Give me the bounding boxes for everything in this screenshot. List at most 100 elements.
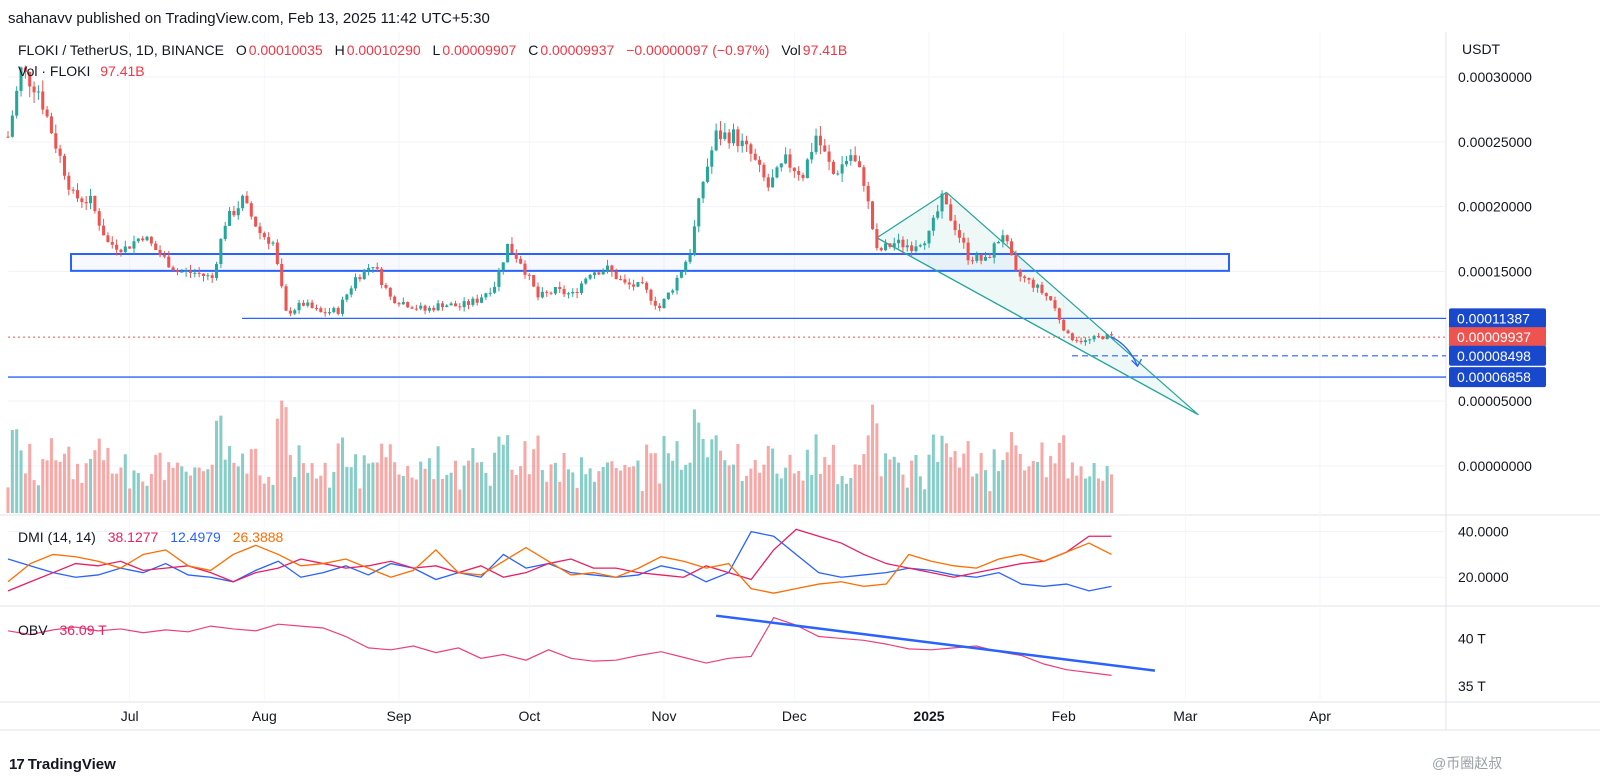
volume-bar (666, 453, 670, 513)
volume-bar (601, 467, 605, 513)
candle-body (401, 302, 405, 305)
volume-bar (918, 476, 922, 513)
volume-bar (171, 467, 175, 513)
volume-bar (579, 457, 583, 513)
volume-bar (897, 462, 901, 513)
volume-bar (193, 467, 197, 513)
candle-body (262, 233, 266, 238)
candle-body (632, 284, 636, 287)
candle-body (110, 242, 114, 245)
volume-bar (449, 472, 453, 513)
volume-bar (658, 483, 662, 513)
volume-bar (219, 415, 223, 513)
candle-body (1101, 336, 1105, 340)
candle-body (314, 308, 318, 310)
candle-body (6, 136, 10, 138)
volume-bar (884, 453, 888, 513)
candle-body (679, 271, 683, 278)
volume-bar (401, 475, 405, 513)
volume-bar (158, 452, 162, 513)
candle-body (840, 164, 844, 174)
volume-bar (844, 483, 848, 513)
candle-body (970, 260, 974, 262)
candle-body (323, 312, 327, 314)
candle-body (1031, 279, 1035, 288)
candle-body (810, 151, 814, 160)
volume-bar (940, 435, 944, 513)
volume-bar (128, 488, 132, 513)
candle-body (558, 287, 562, 290)
candle-body (1005, 235, 1009, 242)
volume-bar (58, 461, 62, 513)
candle-body (653, 300, 657, 306)
chart-canvas[interactable]: 0.00030000 0.00025000 0.00020000 0.00015000… (0, 0, 1600, 762)
volume-bar (684, 464, 688, 513)
volume-bar (566, 469, 570, 513)
volume-bar (427, 458, 431, 513)
price-tick-label: 0.00000000 (1458, 458, 1532, 474)
volume-bar (592, 481, 597, 513)
volume-bar (1083, 478, 1087, 513)
volume-bar (358, 488, 362, 513)
candle-body (671, 290, 675, 293)
volume-bar (154, 454, 158, 513)
candle-body (640, 282, 644, 284)
volume-bar (519, 466, 523, 513)
volume-bar (640, 491, 644, 513)
volume-bar (736, 443, 740, 513)
volume-bar (597, 471, 601, 513)
time-tick-label: Aug (252, 708, 277, 724)
candle-body (1092, 336, 1096, 340)
candle-body (584, 278, 588, 284)
candle-body (15, 90, 19, 116)
candle-body (562, 289, 566, 295)
vol-value: 97.41B (802, 42, 848, 58)
candle-body (627, 282, 631, 285)
candle-body (1062, 319, 1066, 331)
candle-body (414, 308, 418, 310)
volume-bar (701, 438, 705, 513)
time-tick-label: Nov (652, 708, 677, 724)
candle-body (23, 67, 27, 73)
candle-body (1018, 270, 1022, 277)
candle-body (206, 275, 210, 277)
volume-bar (323, 462, 327, 513)
volume-bar (497, 436, 501, 513)
volume-bar (41, 459, 45, 513)
dmi-minus-value: 38.1277 (107, 529, 159, 545)
volume-bar (254, 448, 258, 513)
volume-bar (758, 472, 762, 513)
volume-bar (375, 462, 379, 513)
projection-arrow (1111, 336, 1139, 367)
candle-body (831, 161, 835, 174)
candle-body (310, 302, 314, 309)
volume-bar (575, 487, 579, 513)
volume-bar (610, 461, 614, 513)
high-label: H (334, 42, 345, 58)
volume-bar (436, 446, 440, 513)
volume-bar (28, 443, 32, 513)
close-label: C (528, 42, 539, 58)
candle-body (393, 296, 397, 304)
tradingview-logo[interactable]: 17 TradingView (9, 756, 116, 773)
candle-body (940, 193, 944, 212)
volume-bar (241, 453, 245, 513)
volume-bar (540, 469, 544, 513)
volume-bar (1079, 466, 1083, 513)
candle-body (666, 292, 670, 299)
volume-bar (97, 438, 101, 513)
volume-bar (49, 438, 53, 513)
candle-body (388, 287, 392, 297)
candle-body (184, 270, 188, 272)
volume-bar (249, 449, 253, 513)
candle-body (345, 294, 349, 300)
volume-bar (632, 466, 636, 513)
candle-body (288, 310, 292, 314)
candle-body (714, 130, 718, 151)
candle-body (553, 287, 557, 294)
volume-bar (284, 407, 288, 513)
candle-body (692, 226, 696, 255)
volume-bar (384, 457, 388, 513)
volume-bar (623, 464, 627, 513)
candle-body (258, 226, 262, 234)
